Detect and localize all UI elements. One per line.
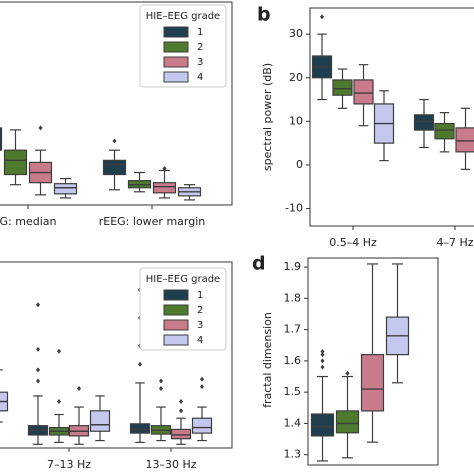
box xyxy=(360,354,385,412)
x-tick-label: rEEG: lower margin xyxy=(99,215,206,228)
box xyxy=(129,423,151,434)
y-tick-label: 1.7 xyxy=(284,323,302,336)
y-axis-label: spectral power (dB) xyxy=(261,63,274,171)
legend-label: 3 xyxy=(197,57,203,68)
box xyxy=(0,127,3,151)
outlier xyxy=(159,378,163,384)
box xyxy=(152,182,177,194)
box xyxy=(191,417,213,434)
outlier xyxy=(159,385,163,391)
legend-swatch xyxy=(163,41,189,53)
y-tick-label: 10 xyxy=(289,114,303,127)
legend-swatch xyxy=(163,71,189,83)
outlier xyxy=(38,125,43,131)
plot-frame xyxy=(309,7,474,227)
outlier xyxy=(320,14,324,20)
outlier xyxy=(36,346,40,352)
y-tick-label: 1.4 xyxy=(284,416,302,429)
box xyxy=(310,413,335,437)
panel-label: d xyxy=(252,253,266,275)
legend-title: HIE–EEG grade xyxy=(146,274,220,285)
box xyxy=(413,114,435,131)
legend-swatch xyxy=(163,334,189,346)
legend-label: 2 xyxy=(197,305,203,316)
outlier xyxy=(320,348,325,354)
legend-label: 1 xyxy=(197,290,203,301)
legend-label: 3 xyxy=(197,320,203,331)
outlier xyxy=(320,358,325,364)
outlier xyxy=(36,302,40,308)
outlier xyxy=(36,367,40,373)
x-tick-label: 4–7 Hz xyxy=(436,236,473,249)
legend-swatch xyxy=(163,319,189,331)
x-tick-label: 0.5–4 Hz xyxy=(329,236,377,249)
box xyxy=(434,122,455,140)
outlier xyxy=(138,361,142,367)
outlier xyxy=(57,348,61,354)
box xyxy=(455,127,474,153)
outlier xyxy=(179,408,183,414)
panel-label: b xyxy=(257,4,271,26)
x-tick-label: 13–30 Hz xyxy=(145,458,196,471)
y-tick-label: 1.5 xyxy=(284,385,302,398)
outlier xyxy=(162,165,167,171)
legend-label: 1 xyxy=(197,27,203,38)
y-tick-label: 1.8 xyxy=(284,291,302,304)
legend-title: HIE–EEG grade xyxy=(146,11,220,22)
y-tick-label: 30 xyxy=(289,27,303,40)
y-tick-label: -10 xyxy=(285,202,303,215)
y-tick-label: 20 xyxy=(289,71,303,84)
legend-label: 2 xyxy=(197,42,203,53)
x-tick-label: G: median xyxy=(0,215,57,228)
outlier xyxy=(200,384,204,390)
plot-frame xyxy=(0,1,233,206)
legend-label: 4 xyxy=(197,72,203,83)
y-tick-label: 1.6 xyxy=(284,354,302,367)
outlier xyxy=(57,399,61,404)
legend-swatch xyxy=(163,26,189,38)
plot-frame xyxy=(307,257,439,466)
outlier xyxy=(36,378,40,384)
legend-label: 4 xyxy=(197,335,203,346)
outlier xyxy=(112,138,117,144)
y-tick-label: 1.3 xyxy=(284,448,302,461)
box xyxy=(353,79,374,105)
outlier xyxy=(345,370,350,376)
box xyxy=(53,183,78,195)
x-tick-label: 7–13 Hz xyxy=(47,458,91,471)
outlier xyxy=(320,352,325,358)
box xyxy=(102,159,127,176)
box xyxy=(89,410,111,432)
y-tick-label: 0 xyxy=(296,158,303,171)
outlier xyxy=(200,376,204,382)
outlier xyxy=(179,399,183,404)
box xyxy=(332,79,353,96)
outlier xyxy=(77,385,81,391)
box xyxy=(170,428,192,440)
legend-swatch xyxy=(163,56,189,68)
y-axis-label: fractal dimension xyxy=(261,312,274,408)
legend-swatch xyxy=(163,289,189,301)
box xyxy=(335,410,360,434)
outlier xyxy=(320,364,325,370)
y-tick-label: 1.9 xyxy=(284,260,302,273)
legend-swatch xyxy=(163,304,189,316)
box xyxy=(3,149,28,176)
plot-frame xyxy=(0,261,233,449)
